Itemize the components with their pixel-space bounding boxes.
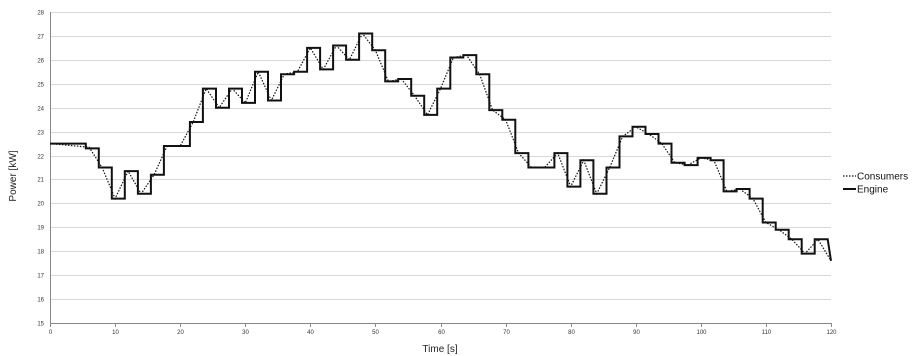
y-axis-label: Power [kW] [8, 150, 19, 201]
x-tick-label: 80 [568, 330, 575, 336]
x-tick-label: 70 [503, 330, 510, 336]
x-tick-label: 10 [112, 330, 119, 336]
x-tick-labels: 0 10 20 30 40 50 60 70 80 90 100 110 120 [49, 330, 837, 336]
gridlines [50, 12, 832, 327]
x-tick-label: 60 [438, 330, 445, 336]
x-tick-label: 50 [372, 330, 379, 336]
y-tick-label: 25 [37, 83, 44, 89]
legend-label-engine: Engine [857, 185, 889, 196]
y-tick-label: 16 [37, 298, 44, 304]
y-tick-label: 22 [37, 155, 44, 161]
x-tick-label: 90 [633, 330, 640, 336]
x-tick-label: 100 [696, 330, 707, 336]
y-tick-labels: 15 16 17 18 19 20 21 22 23 24 25 26 27 28 [37, 11, 44, 328]
y-tick-label: 27 [37, 35, 44, 41]
series-line-consumers [49, 32, 832, 262]
legend: Consumers Engine [843, 172, 908, 196]
series-line-engine [50, 32, 832, 261]
x-tick-label: 20 [177, 330, 184, 336]
y-tick-label: 18 [37, 250, 44, 256]
y-tick-label: 23 [37, 131, 44, 137]
y-tick-label: 24 [37, 107, 44, 113]
y-tick-label: 17 [37, 274, 44, 280]
y-tick-label: 21 [37, 178, 44, 184]
x-tick-label: 40 [307, 330, 314, 336]
series-lines [49, 32, 832, 262]
y-tick-label: 19 [37, 226, 44, 232]
y-tick-label: 20 [37, 202, 44, 208]
legend-label-consumers: Consumers [857, 172, 908, 183]
y-tick-label: 15 [37, 322, 44, 328]
x-tick-label: 120 [826, 330, 837, 336]
x-tick-label: 30 [242, 330, 249, 336]
x-axis-label: Time [s] [422, 344, 457, 355]
y-tick-label: 28 [37, 11, 44, 17]
x-tick-label: 0 [49, 330, 53, 336]
y-tick-label: 26 [37, 59, 44, 65]
x-tick-label: 110 [762, 330, 772, 336]
